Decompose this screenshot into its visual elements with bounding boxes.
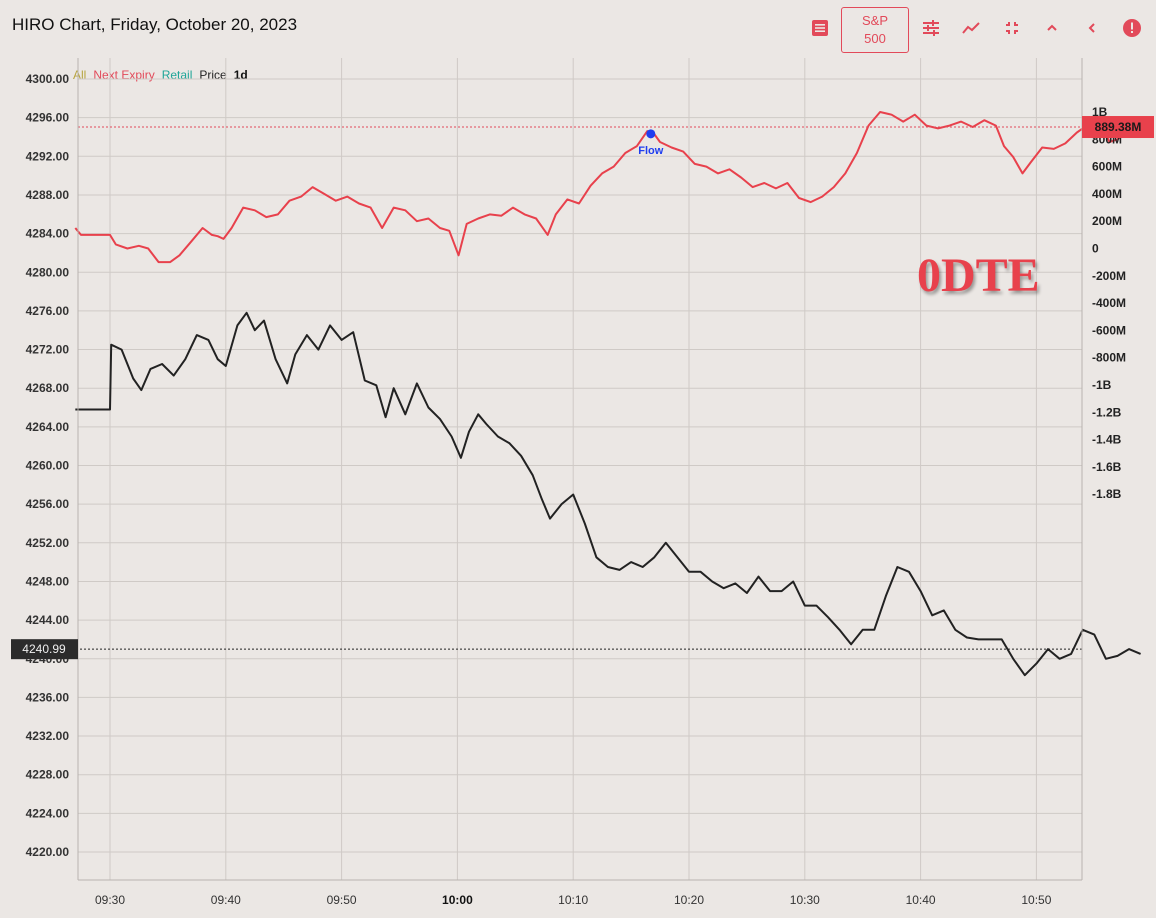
y-tick-label: 4280.00 <box>26 265 70 279</box>
y-tick-label: 4264.00 <box>26 420 70 434</box>
y-tick-label: 4300.00 <box>26 72 70 86</box>
back-button[interactable] <box>1080 16 1104 40</box>
y-tick-label: 4220.00 <box>26 845 70 859</box>
right-tick-label: -1.2B <box>1092 405 1122 419</box>
right-tick-label: -200M <box>1092 269 1126 283</box>
chevron-left-icon <box>1088 23 1095 33</box>
x-tick-label: 09:40 <box>211 893 241 907</box>
flow-marker-dot <box>646 129 656 139</box>
x-tick-label: 09:50 <box>327 893 357 907</box>
y-tick-label: 4252.00 <box>26 536 70 550</box>
y-tick-label: 4248.00 <box>26 574 70 588</box>
x-tick-label: 10:50 <box>1021 893 1051 907</box>
y-tick-label: 4232.00 <box>26 729 70 743</box>
right-tick-label: 1B <box>1092 105 1108 119</box>
y-tick-label: 4292.00 <box>26 149 70 163</box>
current-flow-label: 889.38M <box>1095 120 1142 134</box>
sliders-icon <box>923 20 939 36</box>
y-tick-label: 4284.00 <box>26 227 70 241</box>
right-tick-label: -400M <box>1092 296 1126 310</box>
right-tick-label: -1.4B <box>1092 433 1122 447</box>
next-expiry-series-line <box>74 111 1141 264</box>
annotation-0dte: 0DTE <box>917 249 1040 302</box>
chart-series: Flow <box>72 111 1141 677</box>
y-tick-label: 4236.00 <box>26 690 70 704</box>
y-tick-label: 4260.00 <box>26 459 70 473</box>
menu-button[interactable] <box>808 16 832 40</box>
settings-button[interactable] <box>919 16 943 40</box>
right-tick-label: 600M <box>1092 160 1122 174</box>
y-tick-label: 4244.00 <box>26 613 70 627</box>
header: HIRO Chart, Friday, October 20, 2023 S&P… <box>0 0 1156 56</box>
x-tick-label: 10:00 <box>442 893 473 907</box>
right-tick-label: -600M <box>1092 323 1126 337</box>
current-flow-badge <box>1082 116 1154 139</box>
x-tick-label: 09:30 <box>95 893 125 907</box>
chart-axes: 4300.00 4296.00 4292.00 4288.00 4284.00 4280.… <box>11 58 1154 907</box>
chevron-up-icon <box>1047 24 1057 31</box>
y-tick-label: 4256.00 <box>26 497 70 511</box>
right-tick-label: 400M <box>1092 187 1122 201</box>
right-tick-label: 200M <box>1092 214 1122 228</box>
x-tick-label: 10:40 <box>906 893 936 907</box>
current-price-badge <box>11 639 78 660</box>
current-price-label: 4240.99 <box>22 642 66 656</box>
right-tick-label: -1.6B <box>1092 460 1122 474</box>
x-tick-label: 10:20 <box>674 893 704 907</box>
collapse-icon <box>1006 22 1018 34</box>
info-button[interactable] <box>1120 16 1144 40</box>
collapse-button[interactable] <box>1000 16 1024 40</box>
y-tick-label: 4268.00 <box>26 381 70 395</box>
page-title: HIRO Chart, Friday, October 20, 2023 <box>12 15 298 34</box>
sp500-label-line2: 500 <box>864 31 886 46</box>
chart-grid <box>78 58 1082 880</box>
menu-icon <box>812 20 828 36</box>
y-tick-label: 4288.00 <box>26 188 70 202</box>
x-tick-label: 10:30 <box>790 893 820 907</box>
sp500-label-line1: S&P <box>861 13 888 28</box>
y-tick-label: 4272.00 <box>26 343 70 357</box>
y-tick-label: 4296.00 <box>26 111 70 125</box>
y-tick-label: 4228.00 <box>26 768 70 782</box>
right-tick-label: 0 <box>1092 242 1099 256</box>
y-tick-label: 4224.00 <box>26 806 70 820</box>
price-series-line <box>75 311 1141 677</box>
expand-up-button[interactable] <box>1040 16 1064 40</box>
flow-marker-label: Flow <box>638 145 663 157</box>
right-tick-label: -800M <box>1092 351 1126 365</box>
x-tick-label: 10:10 <box>558 893 588 907</box>
info-icon <box>1123 19 1141 37</box>
sp500-button[interactable]: S&P 500 <box>841 7 909 53</box>
trend-icon <box>962 22 980 34</box>
right-tick-label: -1B <box>1092 378 1112 392</box>
trend-button[interactable] <box>959 16 983 40</box>
y-tick-label: 4276.00 <box>26 304 70 318</box>
right-tick-label: -1.8B <box>1092 487 1122 501</box>
